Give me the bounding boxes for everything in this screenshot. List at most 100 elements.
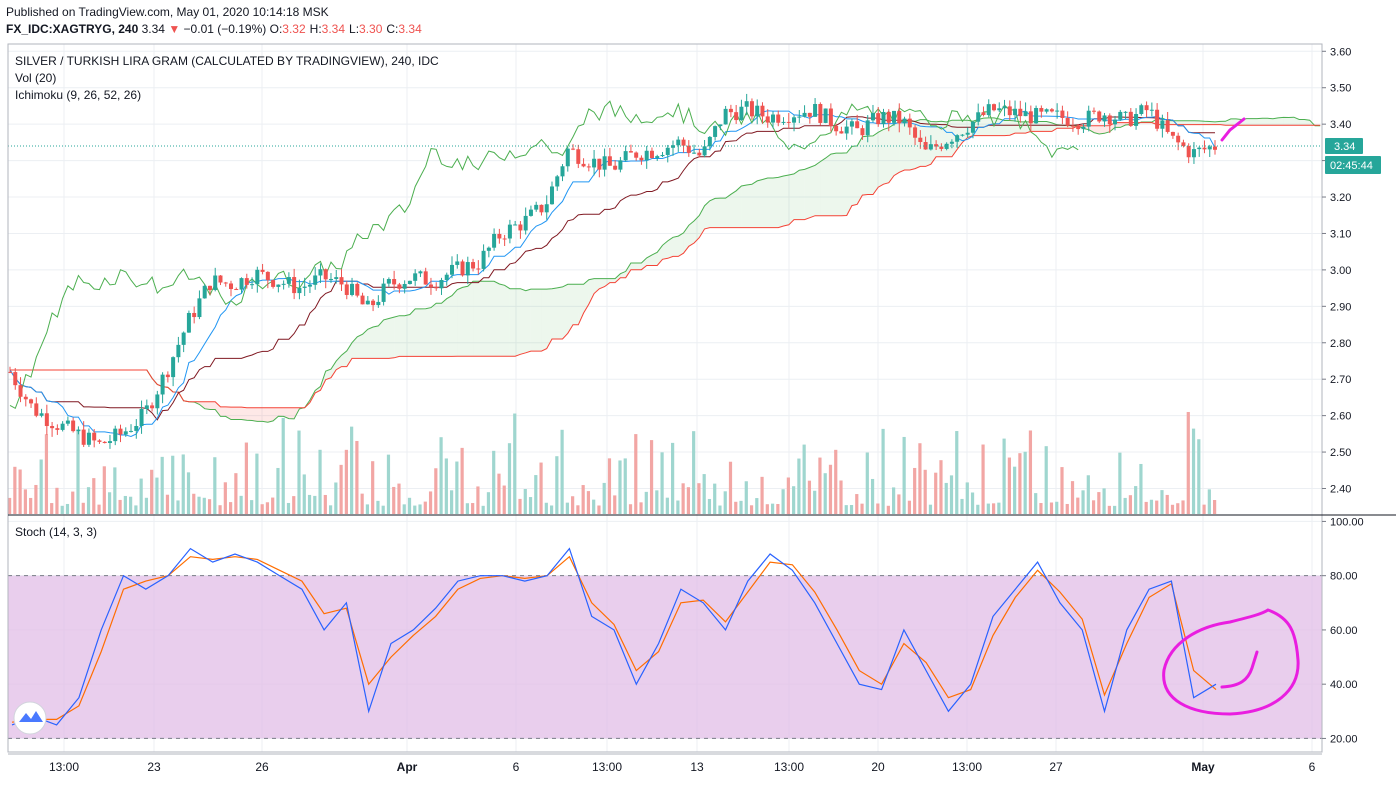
candle-body xyxy=(1170,131,1175,136)
volume-bar xyxy=(229,502,233,514)
cloud-segment xyxy=(899,121,905,173)
volume-bar xyxy=(55,487,59,514)
volume-bar xyxy=(1018,453,1022,514)
candle-body xyxy=(181,332,186,345)
volume-bar xyxy=(192,493,196,514)
candle-body xyxy=(813,104,818,117)
volume-bar xyxy=(39,459,43,514)
price-tick-label: 3.50 xyxy=(1330,83,1351,95)
volume-bar xyxy=(97,504,101,514)
cloud-segment xyxy=(694,215,700,244)
volume-bar xyxy=(250,500,254,514)
cloud-segment xyxy=(209,401,216,410)
volume-bar xyxy=(534,475,538,514)
volume-bar xyxy=(902,436,906,514)
cloud-segment xyxy=(378,319,384,359)
candle-body xyxy=(297,287,302,294)
volume-bar xyxy=(81,502,85,514)
volume-bar xyxy=(186,472,191,514)
volume-bar xyxy=(323,494,327,514)
candle-body xyxy=(39,413,44,416)
cloud-segment xyxy=(741,185,747,228)
volume-bar xyxy=(1028,430,1033,514)
lagging-span xyxy=(9,100,1079,410)
volume-bar xyxy=(571,496,575,514)
candle-body xyxy=(244,278,249,285)
volume-bar xyxy=(776,504,780,514)
candle-body xyxy=(1123,111,1128,113)
volume-bar xyxy=(981,444,985,514)
volume-bar xyxy=(255,453,259,514)
volume-bar xyxy=(576,505,580,514)
volume-bar xyxy=(334,482,338,514)
volume-bar xyxy=(497,473,501,514)
volume-bar xyxy=(592,499,596,514)
cloud-segment xyxy=(399,315,405,357)
volume-bar xyxy=(213,457,217,514)
volume-bar xyxy=(1060,467,1064,514)
candle-body xyxy=(849,121,854,127)
cloud-segment xyxy=(357,334,363,359)
volume-bar xyxy=(129,496,133,514)
price-badge-text: 3.34 xyxy=(1334,141,1355,153)
cloud-segment xyxy=(1257,118,1263,126)
volume-bar xyxy=(765,504,769,514)
cloud-segment xyxy=(267,407,274,423)
stoch-legend: Stoch (14, 3, 3) xyxy=(15,525,98,539)
cloud-segment xyxy=(1093,125,1100,134)
ohlc-value: 3.32 xyxy=(282,22,306,36)
cloud-segment xyxy=(836,153,842,216)
volume-bar xyxy=(34,484,38,514)
cloud-segment xyxy=(1004,120,1010,136)
volume-bar xyxy=(1091,500,1096,514)
volume-bar xyxy=(870,478,875,514)
volume-bar xyxy=(928,504,933,514)
candle-body xyxy=(1134,114,1139,126)
candle-body xyxy=(186,312,191,333)
cloud-segment xyxy=(1041,121,1047,132)
candle-body xyxy=(676,139,681,146)
volume-bar xyxy=(134,505,138,514)
volume-bar xyxy=(471,503,475,514)
candle-body xyxy=(239,278,244,290)
candle-body xyxy=(344,284,349,295)
volume-bar xyxy=(876,503,880,514)
candle-body xyxy=(102,441,107,444)
volume-bar xyxy=(644,491,648,514)
volume-bar xyxy=(486,492,491,514)
ohlc-value: 3.30 xyxy=(359,22,383,36)
cloud-segment xyxy=(462,286,468,357)
tradingview-logo-icon[interactable] xyxy=(13,701,47,735)
candle-body xyxy=(1097,111,1102,122)
volume-bar xyxy=(823,473,827,514)
candle-body xyxy=(1002,106,1007,109)
volume-bar xyxy=(834,449,838,514)
stoch-band xyxy=(8,575,1322,739)
cloud-segment xyxy=(715,198,721,228)
candle-body xyxy=(502,238,507,240)
candle-body xyxy=(681,139,686,146)
volume-bar xyxy=(107,492,112,514)
time-tick-label: 26 xyxy=(255,760,269,774)
candle-body xyxy=(613,165,618,170)
candle-body xyxy=(1191,149,1196,158)
candle-body xyxy=(1128,111,1133,126)
cloud-segment xyxy=(373,325,379,359)
price-tick-label: 3.10 xyxy=(1330,228,1351,240)
candle-body xyxy=(13,372,18,386)
cloud-segment xyxy=(494,281,500,357)
published-line: Published on TradingView.com, May 01, 20… xyxy=(6,5,329,19)
candle-body xyxy=(123,431,128,435)
cloud-segment xyxy=(888,124,895,183)
candle-body xyxy=(260,269,265,272)
volume-bar xyxy=(1213,500,1217,514)
volume-bar xyxy=(218,505,222,514)
volume-bar xyxy=(549,505,554,514)
candle-body xyxy=(129,430,134,432)
volume-bar xyxy=(371,461,375,514)
candle-body xyxy=(755,105,760,117)
volume-bar xyxy=(18,469,22,514)
volume-bar xyxy=(939,460,943,514)
volume-bar xyxy=(197,496,201,514)
